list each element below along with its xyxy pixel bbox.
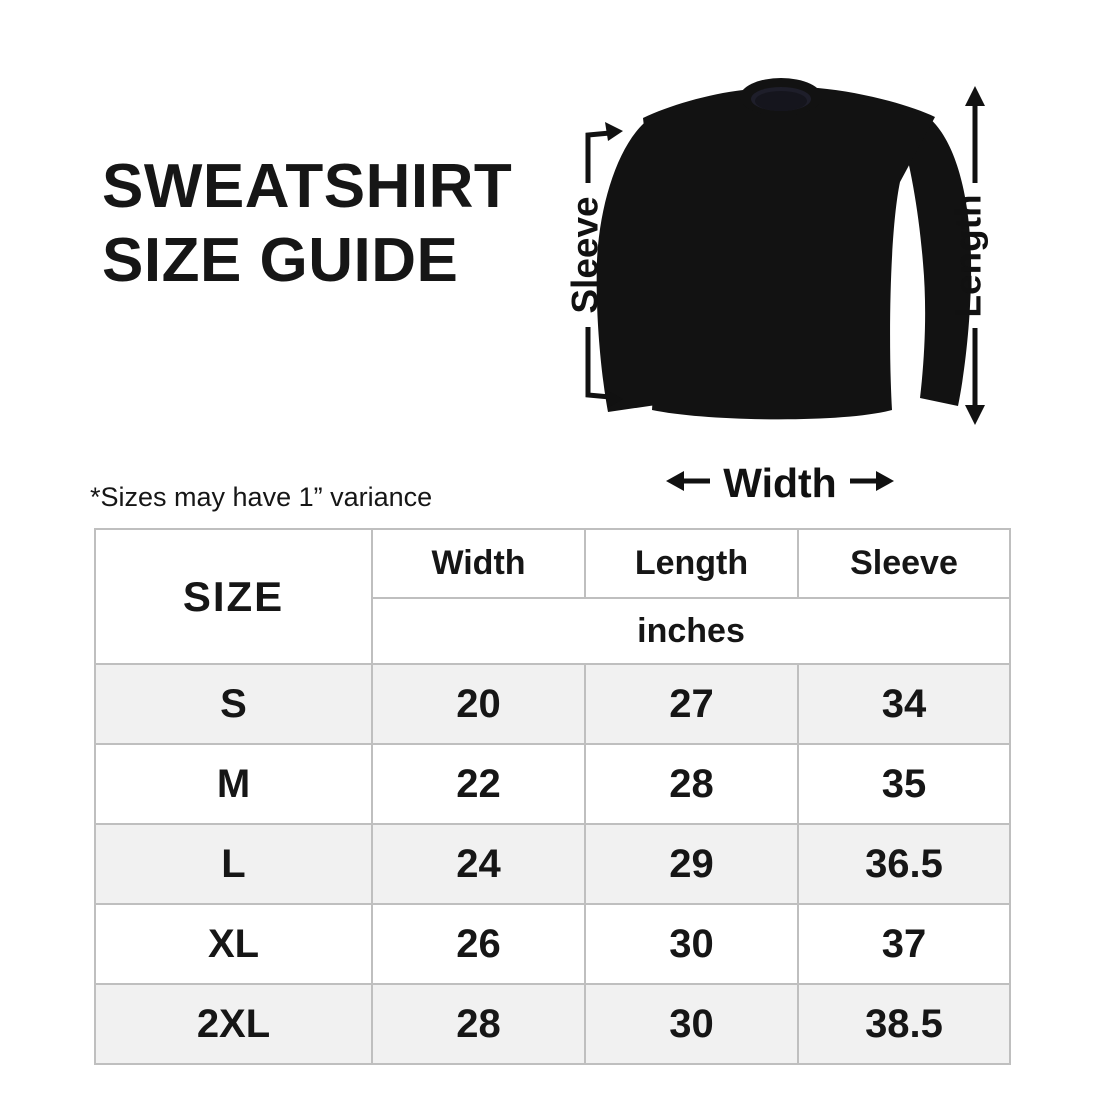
length-label: Length [948, 194, 989, 317]
table-row: L 24 29 36.5 [94, 823, 1011, 905]
sleeve-value: 35 [797, 743, 1011, 825]
unit-header: inches [371, 597, 1011, 665]
length-value: 30 [584, 903, 799, 985]
table-row: 2XL 28 30 38.5 [94, 983, 1011, 1065]
length-value: 27 [584, 663, 799, 745]
width-column-header: Width [371, 528, 586, 599]
sleeve-bracket-arrow-icon [585, 130, 611, 400]
size-value: L [94, 823, 373, 905]
sweatshirt-silhouette-icon [596, 78, 972, 420]
width-value: 26 [371, 903, 586, 985]
length-value: 29 [584, 823, 799, 905]
page-title-line1: SWEATSHIRT [102, 152, 513, 221]
page-title-line2: SIZE GUIDE [102, 226, 459, 295]
width-value: 24 [371, 823, 586, 905]
sleeve-value: 34 [797, 663, 1011, 745]
table-unit-row: inches [95, 597, 1011, 665]
sweatshirt-diagram-svg: Sleeve Length Width [565, 78, 989, 506]
size-table: SIZE Width Length Sleeve inches S 20 27 … [94, 528, 1011, 1065]
size-value: 2XL [94, 983, 373, 1065]
sleeve-value: 38.5 [797, 983, 1011, 1065]
sleeve-label: Sleeve [565, 196, 606, 313]
sweatshirt-measurement-diagram: Sleeve Length Width [560, 60, 1010, 510]
length-value: 28 [584, 743, 799, 825]
table-row: S 20 27 34 [94, 663, 1011, 745]
table-row: M 22 28 35 [94, 743, 1011, 825]
sleeve-column-header: Sleeve [797, 528, 1011, 599]
length-value: 30 [584, 983, 799, 1065]
size-column-header: SIZE [94, 528, 373, 665]
width-value: 20 [371, 663, 586, 745]
variance-note: *Sizes may have 1” variance [90, 482, 433, 512]
sleeve-value: 37 [797, 903, 1011, 985]
sleeve-arrowheads-icon [605, 122, 623, 408]
width-value: 28 [371, 983, 586, 1065]
size-value: XL [94, 903, 373, 985]
size-value: M [94, 743, 373, 825]
width-label: Width [723, 460, 836, 506]
sleeve-value: 36.5 [797, 823, 1011, 905]
page-title: SWEATSHIRT SIZE GUIDE [102, 150, 512, 298]
length-arrowheads-icon [965, 86, 985, 425]
width-value: 22 [371, 743, 586, 825]
table-row: XL 26 30 37 [94, 903, 1011, 985]
length-column-header: Length [584, 528, 799, 599]
width-arrowheads-icon [666, 471, 894, 491]
size-value: S [94, 663, 373, 745]
table-header-row: SIZE Width Length Sleeve [94, 528, 1011, 665]
